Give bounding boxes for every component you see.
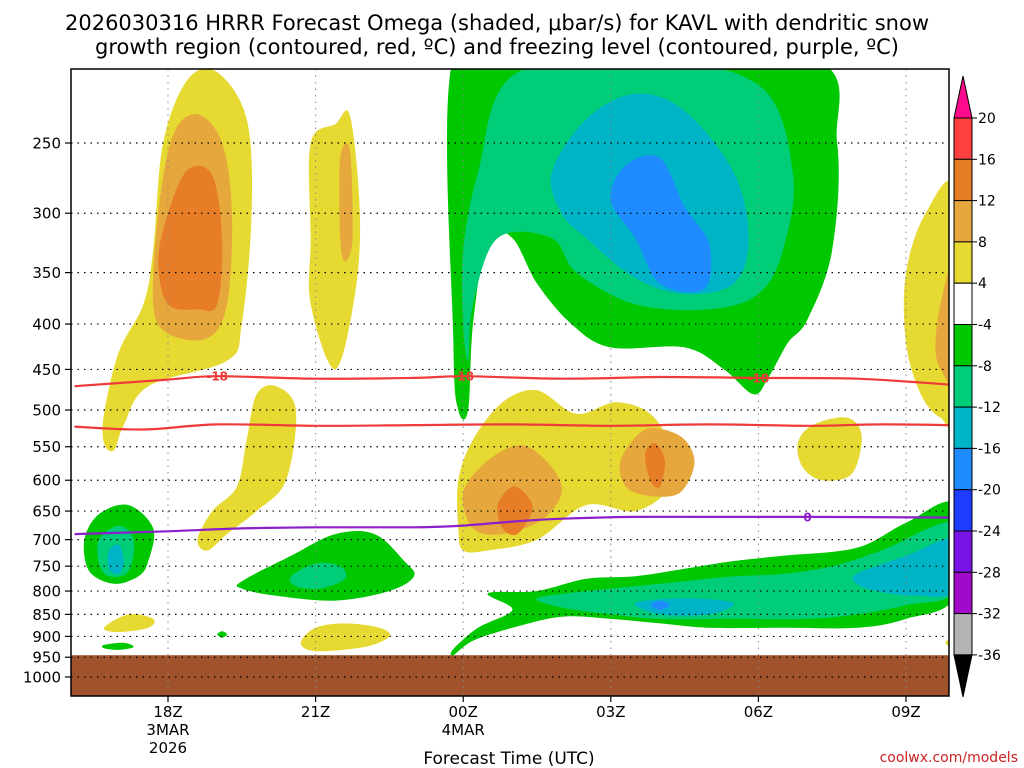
plot-border: [70, 68, 950, 697]
y-tick-label: 450: [32, 361, 61, 379]
colorbar-segment: [953, 571, 973, 615]
x-tick-date: 3MAR: [146, 721, 189, 739]
x-axis-label: Forecast Time (UTC): [423, 749, 594, 768]
negative-omega-19z-low: [217, 631, 227, 638]
colorbar-segment: [953, 324, 973, 367]
colorbar-segment: [953, 200, 973, 243]
x-tick-label: 18Z: [153, 703, 182, 721]
y-tick-label: 400: [32, 316, 61, 334]
negative-omega-1730z-low: [101, 642, 134, 650]
positive-omega-1730z-low: [103, 614, 155, 633]
ground-layer: [71, 655, 949, 696]
x-tick-label: 21Z: [301, 703, 330, 721]
x-tick-label: 06Z: [744, 703, 773, 721]
plot-area: -18 -18 -18 0: [70, 68, 950, 697]
negative-omega-lower-8: [536, 521, 949, 620]
y-tick-label: 500: [32, 402, 61, 420]
contour-label: -18: [206, 370, 228, 384]
y-tick-label: 1000: [23, 669, 61, 687]
positive-omega-21z-low: [300, 623, 391, 652]
colorbar-label: -24: [978, 524, 1001, 540]
colorbar-segment: [953, 282, 973, 326]
negative-omega-upper-16: [610, 155, 712, 293]
dgz-upper-contour: [74, 375, 949, 388]
colorbar-label: -8: [978, 359, 992, 375]
colorbar-segment: [953, 530, 973, 573]
positive-omega-18z-12: [158, 165, 223, 312]
colorbar-label: 4: [978, 276, 987, 292]
x-tick-date: 4MAR: [442, 721, 485, 739]
x-tick-year: 2026: [149, 739, 187, 757]
chart-title-line1: 2026030316 HRRR Forecast Omega (shaded, …: [65, 11, 929, 35]
y-tick-label: 550: [32, 438, 61, 456]
colorbar-segment: [953, 117, 973, 160]
positive-omega-07z: [797, 417, 862, 481]
x-tick-label: 03Z: [596, 703, 625, 721]
colorbar-label: -32: [978, 607, 1001, 623]
colorbar-top-arrow: [953, 75, 973, 119]
y-tick-label: 850: [32, 606, 61, 624]
negative-omega-1730z-12: [107, 544, 124, 575]
y-tick-label: 250: [32, 135, 61, 153]
colorbar-label: -12: [978, 400, 1001, 416]
colorbar-label: 12: [978, 194, 996, 210]
positive-omega-10z-low: [945, 638, 949, 647]
colorbar-label: -4: [978, 318, 992, 334]
contour-label: -18: [748, 371, 770, 385]
contour-label: -18: [452, 370, 474, 384]
y-tick-label: 700: [32, 531, 61, 549]
colorbar-label: 8: [978, 235, 987, 251]
colorbar-label: -20: [978, 483, 1001, 499]
chart-title-line2: growth region (contoured, red, ºC) and f…: [95, 35, 899, 59]
colorbar-label: 16: [978, 152, 996, 168]
negative-omega-21z-8: [289, 562, 347, 590]
y-tick-label: 900: [32, 628, 61, 646]
y-tick-label: 750: [32, 558, 61, 576]
colorbar-segment: [953, 406, 973, 449]
gridlines: [71, 69, 949, 696]
colorbar-label: -28: [978, 565, 1001, 581]
y-tick-label: 350: [32, 264, 61, 282]
positive-omega-09z-8: [935, 269, 949, 387]
positive-omega-19z-low: [197, 385, 297, 551]
colorbar-label: -36: [978, 648, 1001, 664]
x-tick-label: 09Z: [891, 703, 920, 721]
negative-omega-lower-16: [650, 600, 670, 610]
colorbar-segment: [953, 365, 973, 408]
y-tick-label: 600: [32, 472, 61, 490]
ground-fill: [71, 655, 949, 696]
contour-lines: -18 -18 -18 0: [74, 370, 949, 536]
positive-omega-2030z-8: [339, 143, 353, 262]
colorbar-segment: [953, 447, 973, 491]
colorbar-label: -16: [978, 441, 1001, 457]
y-tick-label: 300: [32, 205, 61, 223]
colorbar-segment: [953, 489, 973, 532]
colorbar: 20 16 12 8 4 -4 -8 -12 -16 -20 -24 -28 -32 -36: [953, 75, 1001, 698]
omega-shaded-regions: [83, 69, 949, 656]
colorbar-segment: [953, 613, 973, 656]
colorbar-segment: [953, 241, 973, 284]
positive-omega-04z-12: [645, 443, 666, 488]
colorbar-bottom-arrow: [953, 654, 973, 698]
negative-omega-lower-12: [852, 538, 949, 597]
dgz-lower-contour: [74, 423, 949, 431]
colorbar-label: 20: [978, 111, 996, 127]
y-tick-label: 800: [32, 583, 61, 601]
y-tick-label: 950: [32, 649, 61, 667]
freezing-level-contour: [74, 515, 949, 536]
credit-link[interactable]: coolwx.com/models: [880, 750, 1018, 766]
positive-omega-09z: [903, 180, 949, 429]
colorbar-segment: [953, 158, 973, 202]
y-tick-label: 650: [32, 503, 61, 521]
y-axis: 250 300 350 400 450 500 550 600 650 700 750 800 850 9…: [23, 135, 71, 687]
contour-label: 0: [803, 510, 811, 524]
x-tick-label: 00Z: [449, 703, 478, 721]
